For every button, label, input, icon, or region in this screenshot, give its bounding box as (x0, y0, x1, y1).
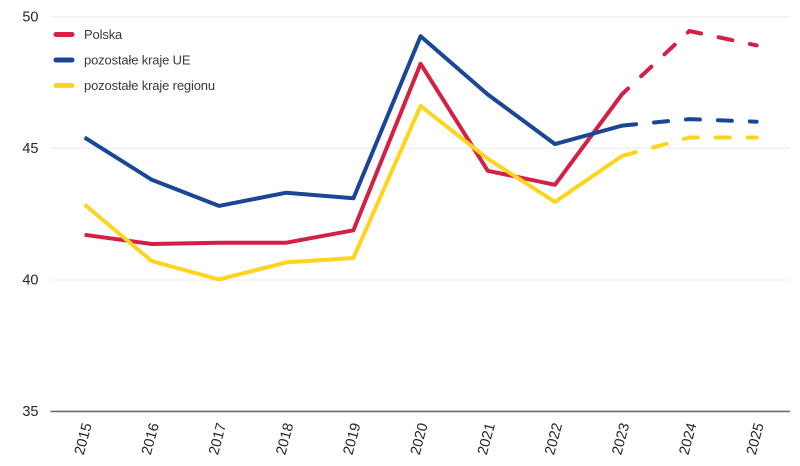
svg-text:40: 40 (22, 273, 38, 289)
svg-text:pozostałe kraje regionu: pozostałe kraje regionu (84, 78, 215, 93)
svg-text:35: 35 (22, 404, 38, 420)
svg-text:50: 50 (22, 10, 38, 26)
svg-text:Polska: Polska (84, 27, 123, 42)
svg-text:pozostałe kraje UE: pozostałe kraje UE (84, 52, 191, 67)
svg-text:45: 45 (22, 141, 38, 157)
